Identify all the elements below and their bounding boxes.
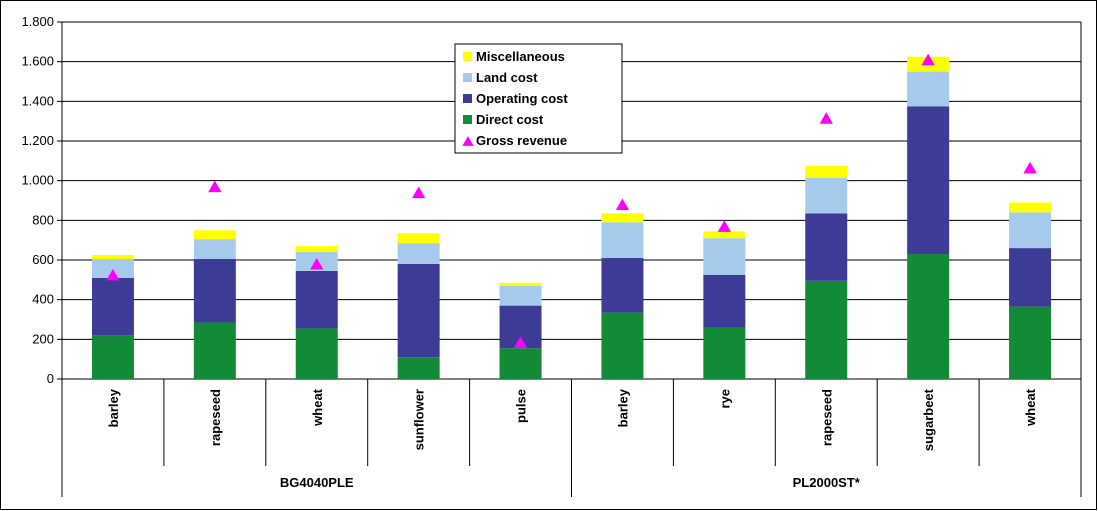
legend-label: Miscellaneous [476,49,565,64]
category-label: wheat [310,388,325,427]
category-label: wheat [1023,388,1038,427]
legend-swatch-operating-cost [463,94,472,103]
bar-land-cost [397,243,440,264]
bar-miscellaneous [703,231,746,239]
category-label: rapeseed [819,389,834,446]
bar-land-cost [91,259,134,278]
bar-miscellaneous [397,233,440,244]
bar-operating-cost [193,259,236,323]
bar-miscellaneous [295,246,338,253]
bar-land-cost [193,239,236,260]
bar-miscellaneous [805,165,848,178]
bar-miscellaneous [193,230,236,240]
group-label: PL2000ST* [793,475,861,490]
bar-miscellaneous [1009,202,1052,213]
category-label: sunflower [412,389,427,450]
gross-revenue-marker [1023,161,1037,174]
bar-land-cost [499,285,542,306]
gross-revenue-marker [106,268,120,281]
legend-label: Land cost [476,70,538,85]
category-label: sugarbeet [921,388,936,451]
bar-operating-cost [295,270,338,329]
gross-revenue-marker [615,198,630,211]
y-tick-label: 600 [32,252,54,267]
y-tick-label: 1.200 [21,133,54,148]
legend-box [454,43,623,154]
bar-operating-cost [91,277,134,336]
legend: Miscellaneous Land cost Operating cost Dire… [454,43,623,154]
legend-label: Operating cost [476,91,568,106]
bar-operating-cost [1009,248,1052,307]
legend-label: Gross revenue [476,133,567,148]
gross-revenue-marker [208,180,222,193]
bar-miscellaneous [601,213,644,223]
gross-revenue-marker [310,257,324,270]
bar-direct-cost [805,280,848,379]
category-label: barley [106,388,121,427]
y-tick-label: 1.600 [21,54,54,69]
bar-direct-cost [295,328,338,379]
gross-revenue-marker [921,53,935,66]
gross-revenue-marker [717,220,731,232]
bar-land-cost [1009,212,1052,249]
y-axis: 0 200 400 600 800 1.000 1.200 1.400 1.600 1.800 [21,14,1082,386]
bar-direct-cost [1009,306,1052,379]
gross-revenue-marker [819,112,833,124]
bar-land-cost [907,71,950,107]
bar-direct-cost [703,327,746,379]
bar-operating-cost [397,263,440,358]
bar-land-cost [805,177,848,214]
bar-direct-cost [499,348,542,379]
bar-direct-cost [907,254,950,379]
category-label: rye [717,389,732,409]
bar-land-cost [703,238,746,275]
y-tick-label: 400 [32,292,54,307]
bar-direct-cost [397,357,440,379]
y-tick-label: 0 [47,371,54,386]
bar-land-cost [601,222,644,259]
group-label: BG4040PLE [280,475,354,490]
bar-miscellaneous [91,255,134,260]
legend-swatch-gross-revenue [462,136,474,146]
bar-operating-cost [703,274,746,328]
y-tick-label: 800 [32,212,54,227]
bars [91,56,1052,379]
category-label: rapeseed [208,389,223,446]
y-tick-label: 200 [32,331,54,346]
bar-direct-cost [193,322,236,379]
legend-swatch-land-cost [463,73,472,82]
y-tick-label: 1.400 [21,93,54,108]
legend-swatch-direct-cost [463,115,472,124]
gross-revenue-markers [106,53,1037,348]
category-label: pulse [514,389,529,423]
bar-operating-cost [805,213,848,281]
gross-revenue-marker [513,336,528,348]
bar-operating-cost [601,258,644,313]
y-tick-label: 1.800 [21,14,54,29]
legend-swatch-miscellaneous [463,52,472,61]
bar-operating-cost [907,106,950,255]
x-axis: barley rapeseed wheat sunflower pulse barley r… [61,379,1082,497]
bar-direct-cost [91,335,134,379]
bar-miscellaneous [499,282,542,286]
bar-direct-cost [601,312,644,379]
y-tick-label: 1.000 [21,173,54,188]
category-label: barley [615,388,630,427]
legend-label: Direct cost [476,112,544,127]
gross-revenue-marker [412,186,426,199]
